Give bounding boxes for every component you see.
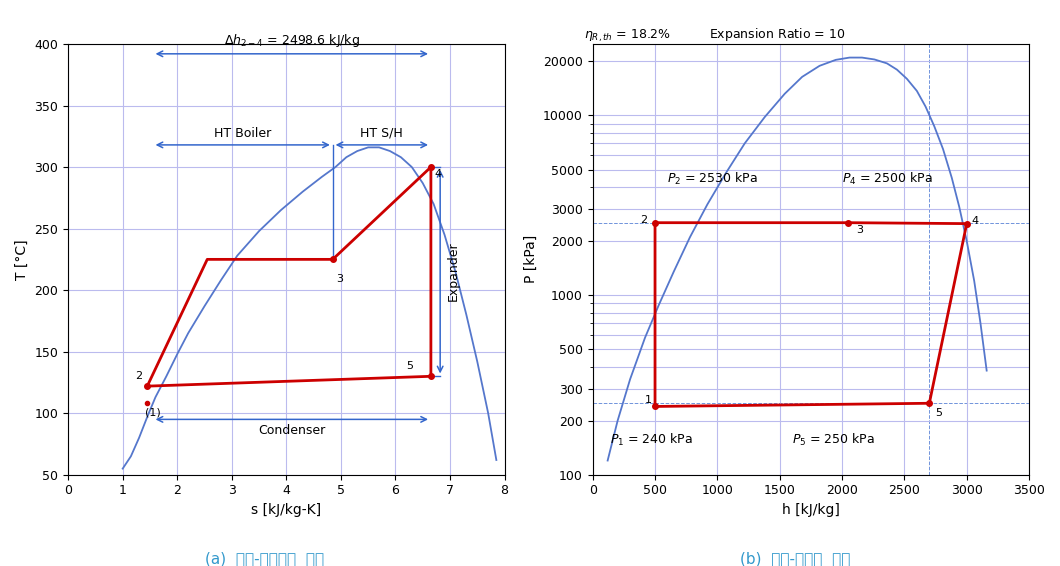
Y-axis label: P [kPa]: P [kPa]	[524, 235, 537, 284]
Text: 5: 5	[406, 361, 413, 371]
Text: $P_4$ = 2500 kPa: $P_4$ = 2500 kPa	[842, 171, 933, 187]
Text: HT S/H: HT S/H	[360, 127, 403, 140]
Text: $\Delta h_{2-4}$ = 2498.6 kJ/kg: $\Delta h_{2-4}$ = 2498.6 kJ/kg	[224, 32, 359, 49]
Text: (b)  압력-엔탈피  선도: (b) 압력-엔탈피 선도	[740, 551, 850, 566]
Text: Condenser: Condenser	[259, 424, 325, 438]
Text: 3: 3	[855, 225, 863, 235]
Text: $P_1$ = 240 kPa: $P_1$ = 240 kPa	[611, 432, 693, 448]
Text: (1): (1)	[144, 408, 160, 418]
Text: 3: 3	[336, 273, 343, 284]
X-axis label: h [kJ/kg]: h [kJ/kg]	[782, 503, 840, 517]
Text: $\eta_{R,th}$ = 18.2%          Expansion Ratio = 10: $\eta_{R,th}$ = 18.2% Expansion Ratio = …	[584, 27, 845, 44]
Text: 1: 1	[646, 395, 652, 405]
Text: $P_2$ = 2530 kPa: $P_2$ = 2530 kPa	[668, 171, 759, 187]
Y-axis label: T [°C]: T [°C]	[15, 239, 29, 280]
Text: HT Boiler: HT Boiler	[214, 127, 271, 140]
Text: $P_5$ = 250 kPa: $P_5$ = 250 kPa	[792, 432, 876, 448]
Text: 4: 4	[972, 216, 978, 226]
Text: Expander: Expander	[446, 242, 460, 302]
Text: 5: 5	[936, 408, 942, 418]
X-axis label: s [kJ/kg-K]: s [kJ/kg-K]	[251, 503, 321, 517]
Text: (a)  온도-엔트로피  선도: (a) 온도-엔트로피 선도	[206, 551, 324, 566]
Text: 2: 2	[136, 371, 142, 381]
Text: 2: 2	[640, 215, 648, 225]
Text: 4: 4	[435, 169, 442, 179]
